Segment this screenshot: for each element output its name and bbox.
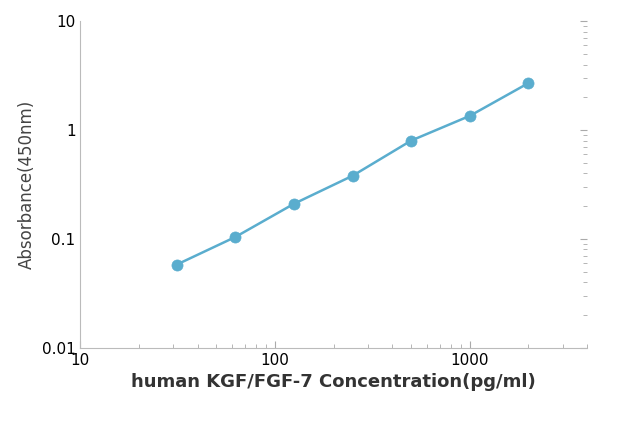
- X-axis label: human KGF/FGF-7 Concentration(pg/ml): human KGF/FGF-7 Concentration(pg/ml): [132, 373, 536, 391]
- Y-axis label: Absorbance(450nm): Absorbance(450nm): [18, 100, 36, 269]
